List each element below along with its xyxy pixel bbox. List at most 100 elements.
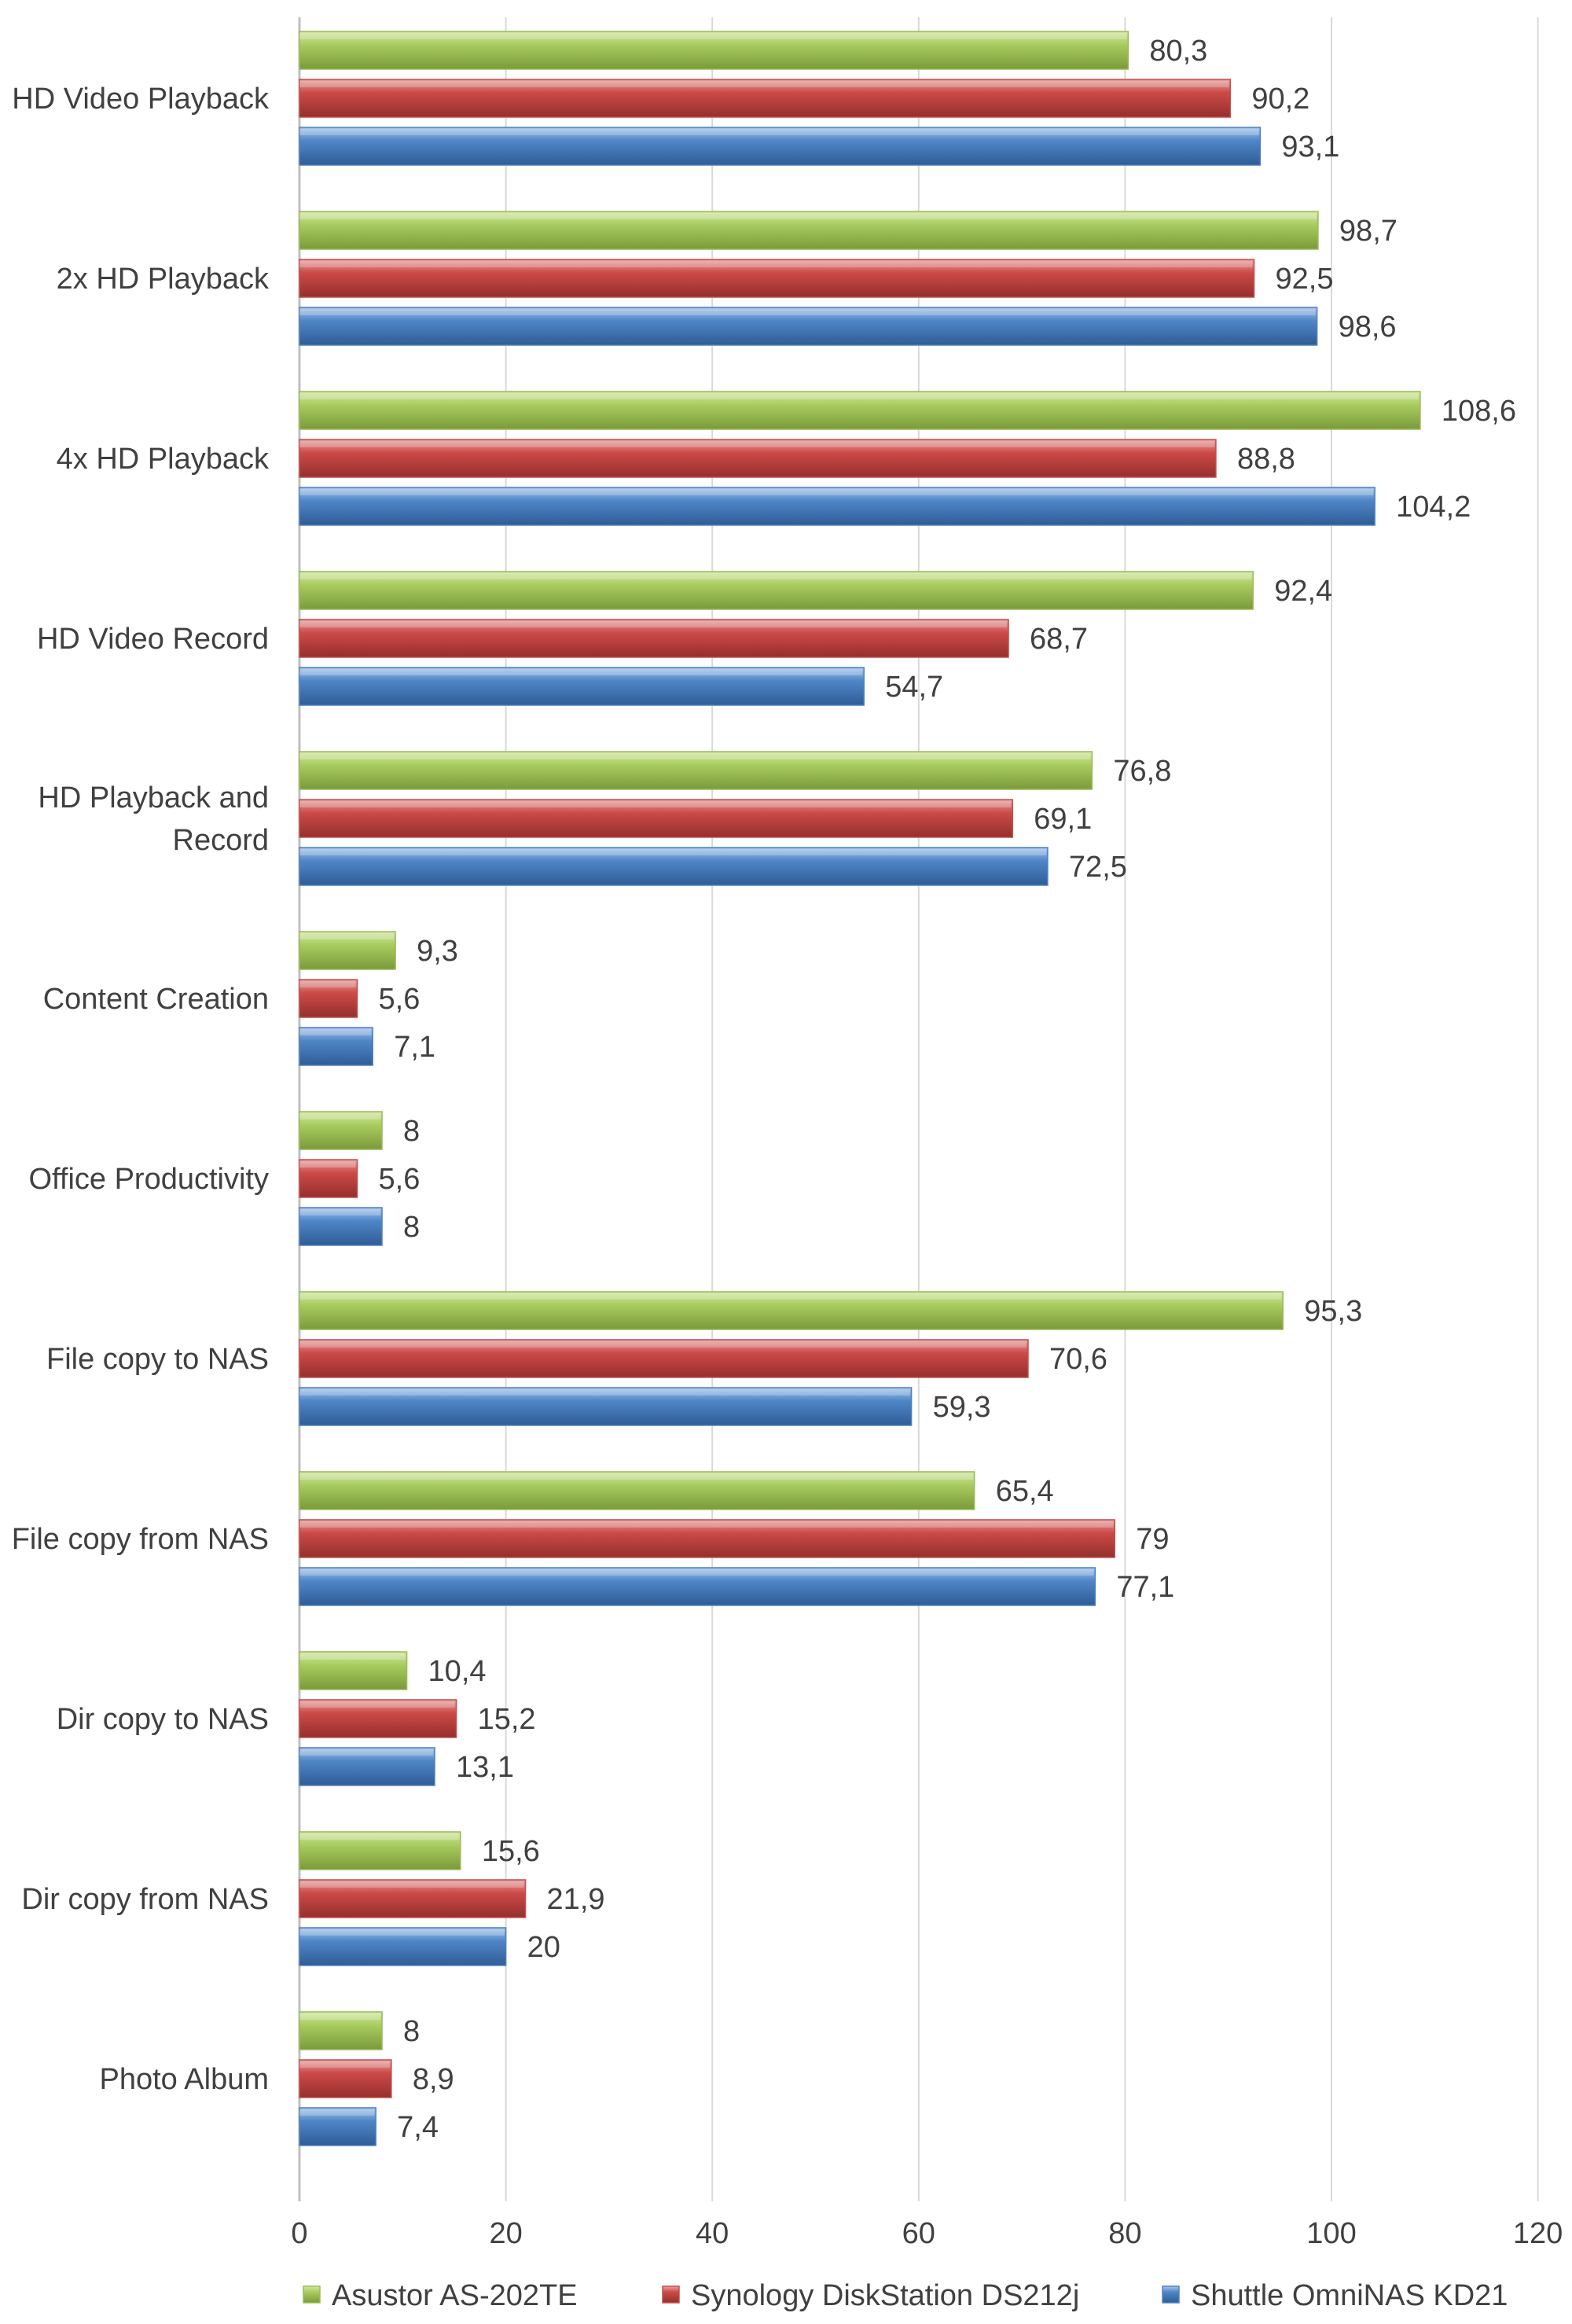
data-label: 70,6 [1049, 1343, 1107, 1376]
bar-highlight [299, 213, 1317, 219]
data-label: 104,2 [1396, 491, 1471, 524]
bar-synology-diskstation-ds212j [299, 259, 1255, 298]
bar-highlight [299, 1881, 524, 1888]
data-label: 98,7 [1339, 215, 1398, 248]
data-label: 8 [403, 1211, 420, 1244]
x-tick-label: 40 [696, 2217, 729, 2250]
data-label: 92,4 [1274, 575, 1332, 608]
bar-highlight [299, 489, 1374, 495]
bar-highlight [299, 1029, 372, 1035]
data-label: 79 [1136, 1523, 1169, 1556]
data-label: 93,1 [1281, 131, 1339, 164]
data-labels: 80,3 98,7 108,6 92,4 76,8 9,3 8 95,3 65,4 10,4 15,… [379, 35, 1516, 2144]
bar-shuttle-omninas-kd21 [299, 1027, 373, 1066]
bar-asustor-as-202te [299, 751, 1093, 790]
bar-synology-diskstation-ds212j [299, 1519, 1116, 1558]
bar-shuttle-omninas-kd21 [299, 1567, 1096, 1606]
bar-synology-diskstation-ds212j [299, 1699, 457, 1738]
data-label: 88,8 [1237, 443, 1295, 476]
data-label: 15,2 [478, 1703, 536, 1736]
data-label: 8 [403, 2015, 420, 2048]
data-label: 54,7 [885, 671, 943, 704]
bar-asustor-as-202te [299, 1111, 383, 1150]
bar-asustor-as-202te [299, 1651, 408, 1690]
bar-highlight [299, 441, 1214, 447]
data-label: 68,7 [1030, 623, 1088, 656]
bar-highlight [299, 849, 1046, 855]
x-tick-label: 120 [1513, 2217, 1563, 2250]
x-tick-label: 80 [1108, 2217, 1141, 2250]
bar-highlight [299, 1569, 1094, 1576]
data-label: 69,1 [1034, 803, 1092, 836]
bar-asustor-as-202te [299, 31, 1129, 70]
bar-highlight [299, 1653, 406, 1660]
bar-highlight [299, 81, 1229, 87]
data-label: 15,6 [482, 1835, 540, 1868]
bar-highlight [299, 1341, 1027, 1348]
bar-highlight [299, 1701, 455, 1708]
category-label: HD Video Playback [12, 83, 270, 116]
legend-swatch [1162, 2285, 1180, 2304]
bar-highlight [299, 1161, 356, 1168]
bar-shuttle-omninas-kd21 [299, 127, 1262, 166]
bar-shuttle-omninas-kd21 [299, 1747, 435, 1786]
bars [299, 31, 1421, 2146]
bar-asustor-as-202te [299, 1831, 461, 1870]
x-axis-ticks: 0 20 40 60 80 100 120 [291, 2217, 1563, 2250]
bar-synology-diskstation-ds212j [299, 2059, 392, 2098]
bar-highlight [299, 753, 1091, 759]
bar-synology-diskstation-ds212j [299, 979, 358, 1018]
data-label: 5,6 [379, 983, 421, 1016]
data-label: 95,3 [1304, 1295, 1362, 1328]
data-label: 7,4 [397, 2111, 439, 2144]
bar-highlight [299, 1521, 1114, 1528]
category-label: HD Playback and Record [38, 781, 269, 857]
data-label: 8,9 [413, 2063, 454, 2096]
x-tick-label: 0 [291, 2217, 307, 2250]
data-label: 98,6 [1339, 311, 1397, 344]
data-label: 76,8 [1113, 755, 1171, 788]
bar-asustor-as-202te [299, 931, 396, 970]
bar-highlight [299, 573, 1252, 579]
bar-highlight [299, 129, 1259, 135]
data-label: 5,6 [379, 1163, 421, 1196]
data-label: 7,1 [394, 1031, 435, 1064]
bar-highlight [299, 981, 356, 987]
data-label: 92,5 [1276, 263, 1334, 296]
bar-shuttle-omninas-kd21 [299, 667, 865, 706]
category-label: Content Creation [43, 983, 269, 1016]
bar-synology-diskstation-ds212j [299, 439, 1217, 478]
bar-synology-diskstation-ds212j [299, 1879, 527, 1918]
bar-highlight [299, 393, 1419, 399]
data-label: 8 [403, 1115, 420, 1148]
bar-asustor-as-202te [299, 1471, 975, 1510]
x-tick-label: 100 [1306, 2217, 1356, 2250]
bar-highlight [299, 33, 1127, 39]
data-label: 72,5 [1069, 851, 1127, 884]
bar-highlight [299, 2109, 375, 2116]
bar-synology-diskstation-ds212j [299, 799, 1014, 838]
bar-shuttle-omninas-kd21 [299, 847, 1049, 886]
data-label: 13,1 [456, 1751, 514, 1784]
category-label: Dir copy from NAS [21, 1883, 269, 1916]
bar-synology-diskstation-ds212j [299, 79, 1232, 118]
bar-highlight [299, 309, 1316, 315]
x-tick-label: 60 [902, 2217, 935, 2250]
bar-highlight [299, 933, 395, 940]
data-label: 21,9 [547, 1883, 605, 1916]
bar-shuttle-omninas-kd21 [299, 1387, 913, 1426]
bar-highlight [299, 1929, 505, 1936]
data-label: 10,4 [428, 1655, 487, 1688]
bar-synology-diskstation-ds212j [299, 1159, 358, 1198]
x-tick-label: 20 [489, 2217, 522, 2250]
category-label: Photo Album [100, 2063, 269, 2096]
bar-synology-diskstation-ds212j [299, 619, 1009, 658]
bar-highlight [299, 669, 863, 675]
legend-swatch [303, 2285, 321, 2304]
data-label: 108,6 [1442, 395, 1516, 428]
bar-asustor-as-202te [299, 2011, 383, 2050]
category-label: HD Video Record [37, 623, 269, 656]
data-label: 20 [527, 1931, 560, 1964]
bar-asustor-as-202te [299, 211, 1319, 250]
